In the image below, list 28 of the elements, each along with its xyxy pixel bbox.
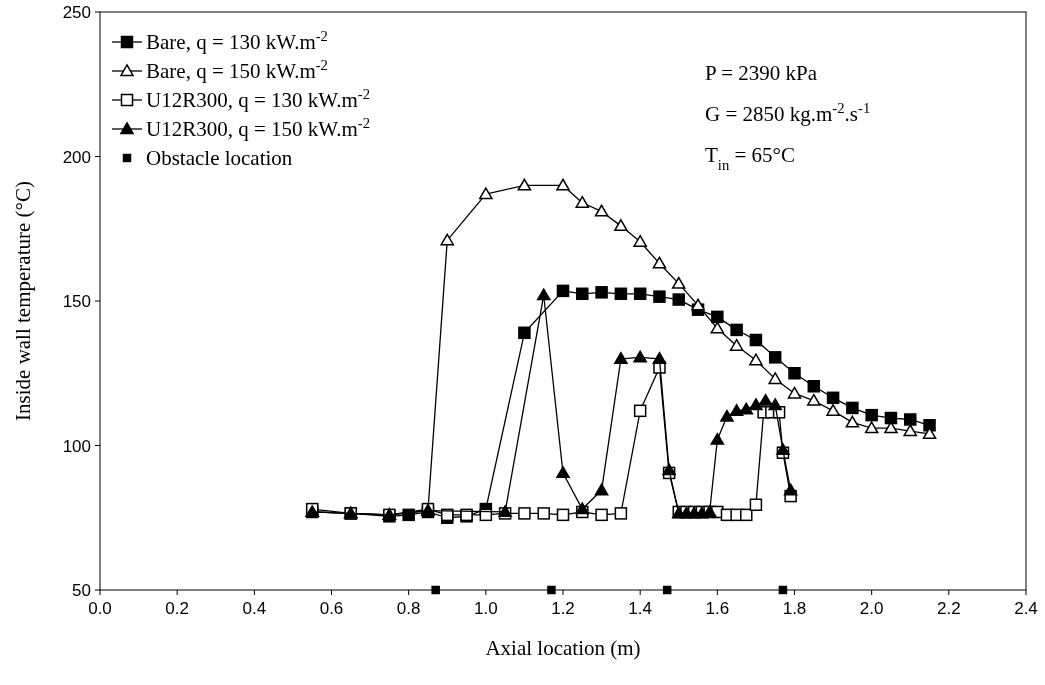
x-axis-title: Axial location (m) xyxy=(485,636,641,660)
y-tick-label: 50 xyxy=(72,581,91,600)
x-tick-label: 2.0 xyxy=(859,599,884,618)
x-tick-label: 1.2 xyxy=(551,599,575,618)
annotation: P = 2390 kPa xyxy=(705,61,818,85)
legend-label: Obstacle location xyxy=(146,146,293,170)
annotation: G = 2850 kg.m$^{-2}$.s$^{-1}$ xyxy=(705,100,871,126)
x-tick-label: 0.6 xyxy=(319,599,344,618)
y-tick-label: 150 xyxy=(62,292,91,311)
x-tick-label: 2.4 xyxy=(1014,599,1038,618)
legend-label: U12R300, q = 130 kW.m$^{-2}$ xyxy=(146,86,370,112)
y-tick-label: 100 xyxy=(62,436,91,456)
y-tick-label: 200 xyxy=(62,147,91,167)
legend-label: U12R300, q = 150 kW.m$^{-2}$ xyxy=(146,115,370,141)
x-tick-label: 1.6 xyxy=(705,599,730,618)
x-tick-label: 0.0 xyxy=(88,599,112,618)
y-tick-label: 250 xyxy=(62,3,91,22)
x-tick-label: 1.0 xyxy=(474,599,498,618)
legend-label: Bare, q = 130 kW.m$^{-2}$ xyxy=(146,28,328,54)
x-tick-label: 1.8 xyxy=(782,599,807,618)
annotation: T$_{in}$ = 65°C xyxy=(705,143,796,173)
x-tick-label: 0.8 xyxy=(396,599,421,618)
x-tick-label: 0.2 xyxy=(165,599,189,618)
x-tick-label: 0.4 xyxy=(242,599,267,618)
y-axis-title: Inside wall temperature (°C) xyxy=(11,181,35,421)
legend-label: Bare, q = 150 kW.m$^{-2}$ xyxy=(146,57,328,83)
x-tick-label: 1.4 xyxy=(628,599,652,618)
x-tick-label: 2.2 xyxy=(937,599,961,618)
